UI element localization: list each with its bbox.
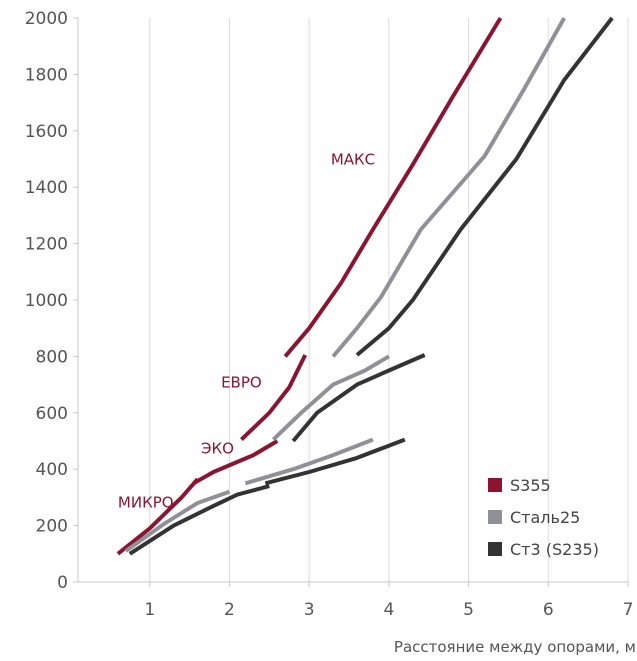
legend-swatch [488,542,502,556]
y-tick-label: 2000 [25,9,68,29]
series-line-1-segment-3 [240,354,307,442]
y-tick-label: 1800 [25,65,68,85]
legend-label: S355 [510,476,551,495]
legend: S355 Сталь25 Ст3 (S235) [488,476,599,559]
y-tick-label: 400 [36,460,68,480]
legend-swatch [488,510,502,524]
legend-label: Сталь25 [510,508,580,527]
x-tick-label: 6 [543,600,554,620]
legend-label: Ст3 (S235) [510,540,599,559]
segment-label: МАКС [331,151,375,169]
series-line-3-segment-1 [128,484,270,556]
y-tick-label: 0 [57,573,68,593]
y-tick-label: 200 [36,517,68,537]
x-axis-label: Расстояние между опорами, м [394,638,636,656]
series-line-2-segment-3 [271,354,390,442]
y-tick-label: 1400 [25,178,68,198]
series-line-3-segment-3 [291,353,426,443]
segment-label: ЕВРО [221,373,262,391]
series-line-1-segment-2 [192,439,279,486]
series-line-2-segment-1 [124,489,231,553]
y-tick-label: 600 [36,404,68,424]
y-tick-label: 1000 [25,291,68,311]
x-tick-labels: 1 2 3 4 5 6 7 [144,582,633,620]
series-line-1-segment-1 [116,477,200,556]
x-tick-label: 1 [144,600,155,620]
segment-label: ЭКО [201,440,234,458]
series-lines [116,16,614,556]
y-tick-label: 800 [36,347,68,367]
y-tick-label: 1200 [25,235,68,255]
x-tick-label: 2 [224,600,235,620]
legend-swatch [488,478,502,492]
grid-lines [149,18,629,582]
series-line-2-segment-2 [244,437,374,486]
x-tick-label: 5 [463,600,474,620]
x-tick-label: 7 [623,600,634,620]
series-line-2-segment-4 [331,17,566,358]
series-line-3-segment-4 [355,16,614,357]
x-tick-label: 3 [304,600,315,620]
series-line-3-segment-2 [264,437,406,486]
y-tick-label: 1600 [25,122,68,142]
segment-labels: МИКРО ЭКО ЕВРО МАКС [118,151,375,512]
y-tick-labels: 0 200 400 600 800 1000 1200 1400 1600 1800 2000 [25,9,78,593]
x-tick-label: 4 [383,600,394,620]
series-line-1-segment-4 [283,16,503,358]
segment-label: МИКРО [118,493,174,511]
